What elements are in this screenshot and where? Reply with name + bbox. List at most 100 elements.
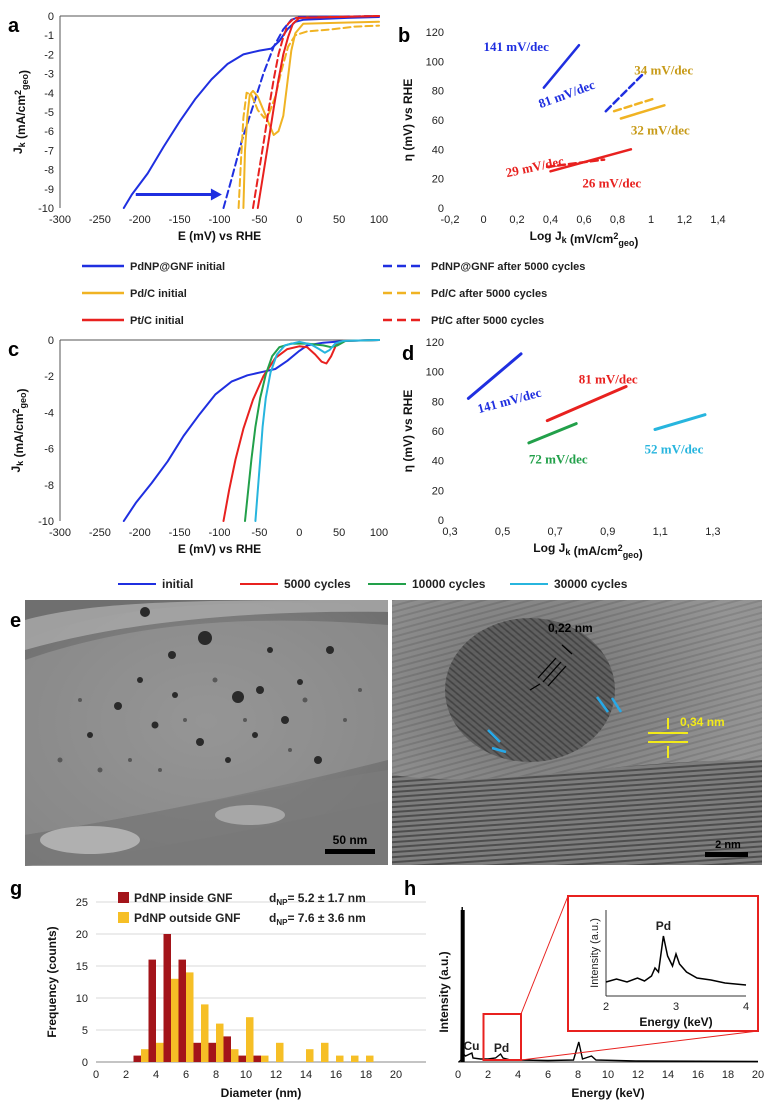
hrtem-micrograph-f: 0,22 nm 0,34 nm 2 nm: [392, 600, 762, 865]
x-tick-label-g: 4: [153, 1069, 159, 1081]
inset-x-tick-label: 3: [673, 1001, 679, 1013]
x-tick-label-g: 0: [93, 1069, 99, 1081]
legend-label-2: Pd/C initial: [130, 288, 187, 300]
series-line-b-1: [604, 73, 644, 113]
legend-label-4: Pt/C initial: [130, 315, 184, 327]
chart-a: -300 -250 -200 -150 -100 -50 0 50 100 0 -1 -2 -3 -4 -5…: [11, 11, 388, 243]
chart-b: -0,2 0 0,2 0,4 0,6 0,8 1 1,2 1,4020406080100120L…: [401, 27, 726, 249]
x-tick-label-a: -250: [89, 214, 111, 226]
x-tick-label-d: 0,9: [600, 526, 615, 538]
scale-bar-e: [325, 849, 375, 854]
y-tick-label-c: -4: [44, 407, 54, 419]
x-tick-label-b: 0,8: [610, 214, 625, 226]
series-line-b-0: [542, 43, 581, 89]
y-tick-label-d: 0: [438, 515, 444, 527]
panel-label-d: d: [402, 343, 414, 365]
panel-label-h: h: [404, 878, 416, 900]
series-line-a-1: [222, 15, 380, 209]
slope-annotation-b-2: 34 mV/dec: [634, 63, 693, 78]
histogram-bar-1: [156, 1042, 164, 1062]
inset-y-axis-label: Intensity (a.u.): [589, 918, 601, 988]
legend-label-1: PdNP@GNF after 5000 cycles: [431, 261, 585, 273]
histogram-bar-0: [223, 1036, 231, 1062]
histogram-bar-0: [133, 1055, 141, 1062]
slope-annotation-b-1: 81 mV/dec: [536, 77, 597, 111]
x-tick-label-c: -300: [49, 527, 71, 539]
legend-mid-label-0: initial: [162, 577, 193, 591]
x-tick-label-h: 2: [485, 1069, 491, 1081]
x-tick-label-g: 20: [390, 1069, 402, 1081]
legend-label-0: PdNP@GNF initial: [130, 261, 225, 273]
series-line-a-3: [237, 24, 380, 209]
slope-annotation-d-1: 81 mV/dec: [579, 372, 638, 387]
x-tick-label-c: -100: [208, 527, 230, 539]
inset-peak-label: Pd: [656, 919, 671, 933]
histogram-bar-1: [246, 1017, 254, 1062]
y-axis-label-h: Intensity (a.u.): [437, 951, 451, 1032]
x-tick-label-h: 16: [692, 1069, 704, 1081]
series-line-b-2: [619, 104, 666, 120]
scale-bar-label-f: 2 nm: [715, 839, 741, 851]
y-tick-label-d: 20: [432, 485, 444, 497]
y-tick-label-a: 0: [48, 11, 54, 23]
x-tick-label-d: 1,3: [705, 526, 720, 538]
legend-mid-label-2: 10000 cycles: [412, 577, 486, 591]
x-tick-label-d: 0,7: [547, 526, 562, 538]
x-axis-label-c: E (mV) vs RHE: [178, 542, 261, 556]
y-tick-label-c: -2: [44, 371, 54, 383]
histogram-bar-1: [261, 1055, 269, 1062]
y-tick-label-c: -6: [44, 444, 54, 456]
x-axis-label-a: E (mV) vs RHE: [178, 229, 261, 243]
series-line-c-0: [122, 339, 380, 522]
x-tick-label-g: 8: [213, 1069, 219, 1081]
y-tick-label-a: -1: [44, 30, 54, 42]
legend-label-5: Pt/C after 5000 cycles: [431, 315, 544, 327]
inset-frame: [567, 895, 759, 1032]
x-axis-label-b: Log Jk (mV/cm2geo): [530, 229, 639, 249]
y-tick-label-g: 15: [76, 961, 88, 973]
histogram-bar-1: [306, 1049, 314, 1062]
panel-label-c: c: [8, 339, 19, 361]
panel-label-a: a: [8, 15, 20, 37]
inset-spectrum: [605, 935, 747, 986]
y-tick-label-b: 80: [432, 86, 444, 98]
scale-bar-f: [705, 852, 748, 857]
series-line-c-1: [222, 339, 380, 522]
series-line-c-2: [244, 339, 380, 522]
histogram-bar-1: [141, 1049, 149, 1062]
x-tick-label-b: -0,2: [441, 214, 460, 226]
series-line-a-4: [256, 15, 380, 209]
x-tick-label-b: 1,4: [710, 214, 725, 226]
histogram-legend-swatch-0: [118, 892, 129, 903]
series-line-c-3: [254, 339, 380, 522]
x-tick-label-g: 18: [360, 1069, 372, 1081]
y-tick-label-b: 120: [426, 27, 444, 39]
inset-x-tick-label: 2: [603, 1001, 609, 1013]
slope-annotation-b-5: 26 mV/dec: [582, 175, 641, 190]
x-tick-label-g: 14: [300, 1069, 312, 1081]
histogram-bar-1: [231, 1049, 239, 1062]
x-tick-label-g: 6: [183, 1069, 189, 1081]
histogram-bar-1: [336, 1055, 344, 1062]
x-tick-label-b: 0,2: [509, 214, 524, 226]
x-tick-label-a: -300: [49, 214, 71, 226]
histogram-bar-1: [216, 1023, 224, 1062]
x-tick-label-g: 2: [123, 1069, 129, 1081]
y-tick-label-g: 10: [76, 993, 88, 1005]
zoom-connector-1: [520, 895, 569, 1015]
x-tick-label-h: 6: [545, 1069, 551, 1081]
y-tick-label-b: 100: [426, 56, 444, 68]
y-tick-label-g: 20: [76, 929, 88, 941]
x-axis-label-h: Energy (keV): [571, 1086, 644, 1100]
y-tick-label-a: -10: [38, 203, 54, 215]
inset-x-axis-label: Energy (keV): [639, 1015, 712, 1029]
y-tick-label-a: -9: [44, 184, 54, 196]
peak-label-0: Cu: [464, 1039, 480, 1053]
y-tick-label-g: 25: [76, 897, 88, 909]
x-tick-label-b: 1,2: [677, 214, 692, 226]
histogram-bar-1: [201, 1004, 209, 1062]
chart-g: 0 2 4 6 8 10 12 14 16 18 20 0 5 10 15 20 25 Diameter (nm)…: [45, 891, 426, 1100]
histogram-bar-0: [238, 1055, 246, 1062]
y-tick-label-a: -5: [44, 107, 54, 119]
series-line-d-0: [466, 352, 523, 400]
